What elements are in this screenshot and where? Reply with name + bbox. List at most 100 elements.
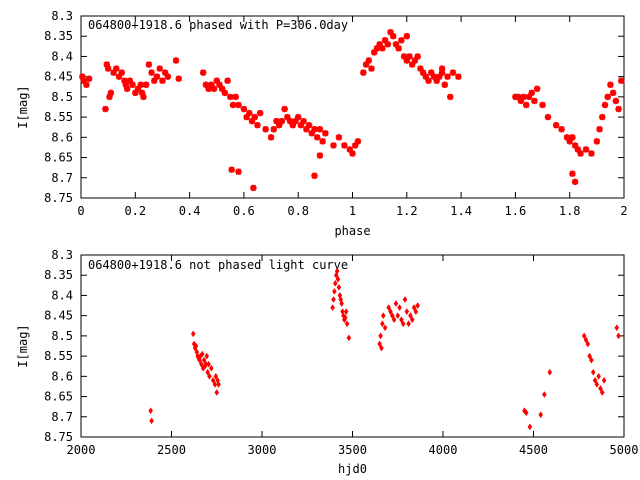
data-point — [104, 65, 112, 72]
data-point — [596, 126, 603, 133]
data-point — [346, 146, 353, 153]
y-axis-title: I[mag] — [16, 324, 30, 367]
data-point — [408, 312, 413, 320]
data-point — [386, 304, 392, 312]
y-tick-label: 8.7 — [51, 410, 73, 424]
data-point — [107, 89, 115, 97]
data-point — [609, 89, 617, 97]
data-point — [599, 389, 605, 396]
data-point — [581, 332, 587, 340]
x-tick-label: 0 — [77, 204, 84, 218]
x-tick-label: 1 — [349, 204, 356, 218]
data-point — [382, 324, 388, 332]
data-point — [80, 77, 87, 84]
data-point — [267, 134, 275, 141]
x-tick-label: 1.4 — [450, 204, 472, 218]
data-point — [330, 142, 337, 149]
data-point — [214, 389, 220, 396]
data-point — [250, 184, 257, 192]
data-point — [414, 53, 421, 60]
y-tick-label: 8.7 — [51, 171, 73, 185]
data-point — [594, 380, 600, 388]
data-point — [349, 150, 356, 157]
data-point — [115, 73, 123, 80]
data-point — [240, 105, 248, 113]
data-point — [232, 93, 239, 101]
data-point — [202, 81, 210, 88]
data-point — [314, 134, 321, 141]
data-point — [542, 391, 547, 398]
data-point — [547, 368, 553, 376]
x-tick-label: 1.2 — [396, 204, 418, 218]
data-point — [438, 65, 446, 72]
data-point — [224, 77, 231, 84]
data-point — [441, 81, 449, 88]
data-point — [335, 275, 341, 283]
data-point — [85, 75, 93, 82]
data-point — [365, 57, 372, 64]
data-point — [614, 324, 620, 332]
data-point — [281, 105, 288, 113]
data-point — [379, 344, 384, 352]
data-point — [213, 372, 219, 380]
data-point — [596, 372, 601, 380]
data-point — [404, 308, 410, 316]
data-point — [190, 330, 196, 338]
data-point — [346, 334, 352, 342]
data-point — [284, 113, 291, 121]
data-point — [270, 126, 277, 133]
data-point — [455, 73, 462, 80]
data-point — [569, 134, 576, 141]
data-point — [514, 93, 522, 101]
data-point — [544, 113, 552, 121]
data-point — [343, 308, 349, 316]
data-point — [571, 178, 579, 186]
data-point — [134, 85, 142, 92]
y-tick-label: 8.45 — [44, 70, 73, 84]
data-point — [520, 93, 527, 101]
data-point — [319, 138, 326, 145]
data-point — [156, 65, 163, 72]
x-tick-label: 0.6 — [233, 204, 255, 218]
data-point — [235, 168, 242, 175]
data-point — [344, 320, 350, 328]
data-point — [172, 57, 180, 64]
data-point — [397, 304, 402, 312]
data-point — [588, 150, 595, 157]
data-point — [123, 85, 131, 92]
data-point — [607, 81, 614, 88]
data-point — [331, 296, 336, 303]
data-point — [275, 122, 283, 129]
data-point — [402, 296, 408, 303]
data-point — [218, 85, 226, 92]
x-axis-title: hjd0 — [338, 462, 367, 476]
data-point — [587, 352, 592, 360]
data-point — [129, 81, 136, 88]
data-point — [558, 126, 565, 133]
x-tick-label: 2000 — [67, 443, 96, 457]
data-point — [151, 77, 158, 84]
data-point — [229, 101, 237, 109]
data-point — [390, 312, 395, 320]
data-point — [292, 117, 299, 125]
data-point — [384, 41, 391, 48]
data-point — [332, 287, 337, 295]
data-point — [601, 376, 607, 384]
unphased-light-curve-panel: 2000 2500 3000 3500 4000 4500 5000 8.3 8.35 8.4 8.… — [16, 248, 638, 476]
data-point — [148, 407, 153, 415]
data-point — [295, 113, 302, 121]
x-tick-label: 3000 — [248, 443, 277, 457]
data-point — [373, 45, 381, 52]
data-point — [531, 97, 538, 105]
data-point — [393, 300, 399, 307]
y-tick-label: 8.35 — [44, 268, 73, 282]
x-tick-label: 4000 — [429, 443, 458, 457]
x-tick-label: 2500 — [157, 443, 186, 457]
data-point — [297, 122, 305, 129]
data-point — [199, 350, 205, 358]
data-point — [585, 340, 591, 348]
data-point — [103, 61, 110, 68]
data-point — [210, 85, 218, 92]
data-point — [251, 113, 258, 121]
data-point — [362, 61, 370, 68]
